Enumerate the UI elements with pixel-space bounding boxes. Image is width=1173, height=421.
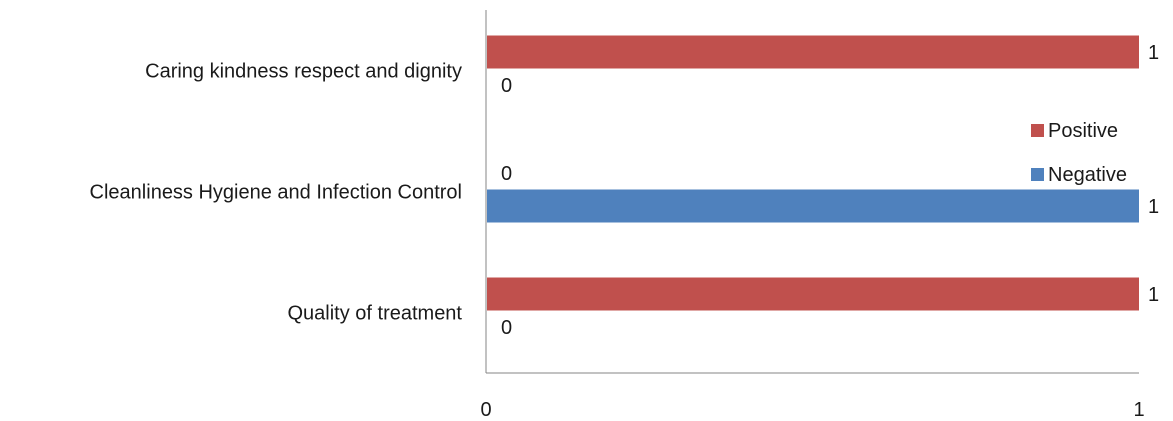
legend-swatch-positive — [1031, 124, 1044, 137]
category-label: Caring kindness respect and dignity — [145, 61, 462, 83]
legend-label: Positive — [1048, 120, 1118, 142]
bar-negative — [487, 189, 1139, 223]
bar-positive — [487, 35, 1139, 69]
x-tick-label: 0 — [480, 399, 491, 421]
category-label: Cleanliness Hygiene and Infection Contro… — [90, 182, 462, 204]
data-label: 1 — [1148, 284, 1159, 306]
legend-swatch-negative — [1031, 168, 1044, 181]
data-label: 0 — [501, 163, 512, 185]
data-label: 0 — [501, 75, 512, 97]
data-label: 1 — [1148, 196, 1159, 218]
data-label: 0 — [501, 317, 512, 339]
category-label: Quality of treatment — [287, 303, 462, 325]
x-tick-label: 1 — [1133, 399, 1144, 421]
legend-label: Negative — [1048, 164, 1127, 186]
data-label: 1 — [1148, 42, 1159, 64]
bar-positive — [487, 277, 1139, 311]
